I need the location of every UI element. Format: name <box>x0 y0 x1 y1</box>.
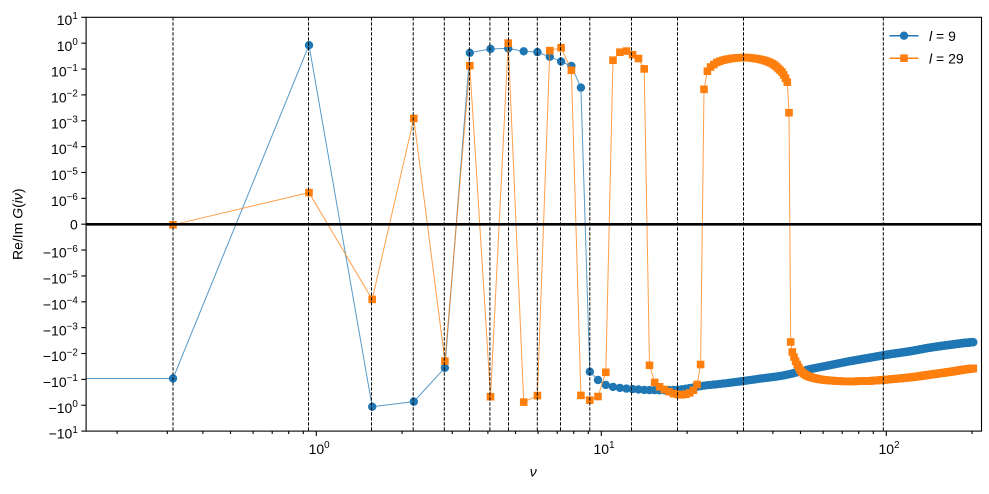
svg-text:−100: −100 <box>49 399 79 416</box>
svg-text:−101: −101 <box>49 425 78 442</box>
svg-text:10−2: 10−2 <box>51 89 78 106</box>
svg-text:−10−3: −10−3 <box>43 322 78 339</box>
svg-text:101: 101 <box>57 11 78 28</box>
svg-text:l = 9: l = 9 <box>929 28 956 44</box>
svg-text:10−6: 10−6 <box>51 192 78 209</box>
svg-text:ν: ν <box>530 464 537 480</box>
svg-text:−10−6: −10−6 <box>43 244 78 261</box>
svg-text:10−5: 10−5 <box>51 166 78 183</box>
svg-text:−10−2: −10−2 <box>43 347 78 364</box>
svg-text:101: 101 <box>593 440 614 457</box>
svg-text:−10−4: −10−4 <box>43 296 78 313</box>
svg-text:−10−1: −10−1 <box>43 373 78 390</box>
svg-text:0: 0 <box>70 217 78 233</box>
svg-text:l = 29: l = 29 <box>929 50 964 66</box>
svg-text:10−4: 10−4 <box>51 140 78 157</box>
svg-text:100: 100 <box>57 37 79 54</box>
svg-text:Re/Im G(iν): Re/Im G(iν) <box>10 188 26 260</box>
svg-text:−10−5: −10−5 <box>43 270 78 287</box>
svg-text:102: 102 <box>878 440 899 457</box>
svg-text:10−3: 10−3 <box>51 115 78 132</box>
svg-text:100: 100 <box>309 440 331 457</box>
svg-text:10−1: 10−1 <box>51 63 78 80</box>
